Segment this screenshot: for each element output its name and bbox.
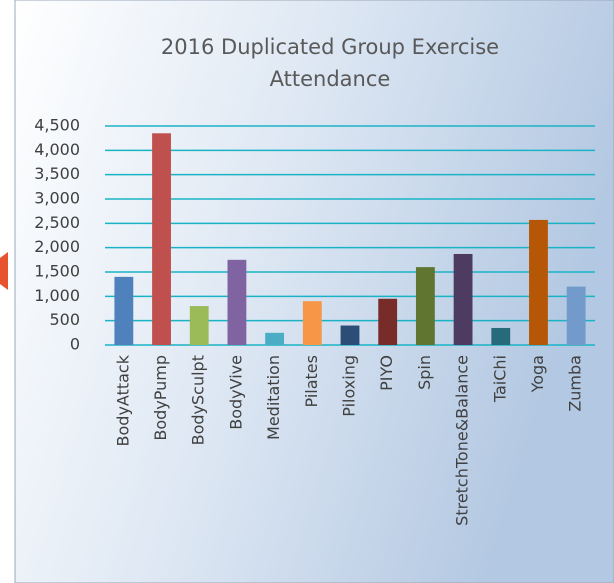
bar [152, 133, 171, 345]
title-line: 2016 Duplicated Group Exercise [161, 35, 499, 59]
bar [227, 259, 247, 345]
bar [302, 301, 322, 345]
x-tick-label: Spin [415, 355, 434, 390]
x-tick-label: BodyPump [151, 355, 170, 441]
x-tick-label: Zumba [566, 355, 585, 412]
bar [453, 253, 473, 345]
y-tick-label: 3,000 [34, 189, 80, 208]
y-tick-label: 4,500 [34, 116, 80, 135]
y-tick-label: 2,500 [34, 213, 80, 232]
bar [566, 286, 586, 345]
bar [265, 332, 285, 345]
y-tick-label: 2,000 [34, 237, 80, 256]
x-tick-label: PIYO [377, 355, 396, 391]
title-line: Attendance [270, 67, 391, 91]
y-tick-label: 500 [49, 310, 80, 329]
bar [491, 327, 511, 345]
y-tick-label: 1,000 [34, 286, 80, 305]
x-tick-label: StretchTone&Balance [453, 355, 472, 526]
y-tick-label: 4,000 [34, 140, 80, 159]
x-tick-label: BodySculpt [189, 355, 208, 445]
x-tick-label: Meditation [264, 355, 283, 440]
x-tick-label: BodyVive [226, 355, 245, 430]
bar [415, 267, 435, 345]
bar [529, 219, 548, 345]
y-tick-label: 0 [70, 335, 80, 354]
bar [340, 325, 360, 345]
x-tick-label: BodyAttack [113, 354, 132, 446]
chart-title: 2016 Duplicated Group Exercise Attendance [161, 35, 499, 91]
y-tick-label: 3,500 [34, 164, 80, 183]
y-tick-label: 1,500 [34, 262, 80, 281]
x-tick-label: TaiChi [490, 355, 509, 403]
bar [378, 298, 398, 345]
bar [189, 306, 209, 345]
bar [114, 276, 134, 345]
x-tick-label: Yoga [528, 355, 547, 393]
x-tick-label: Pilates [302, 355, 321, 407]
x-tick-label: Piloxing [340, 355, 359, 417]
fragment-shape [0, 252, 8, 290]
